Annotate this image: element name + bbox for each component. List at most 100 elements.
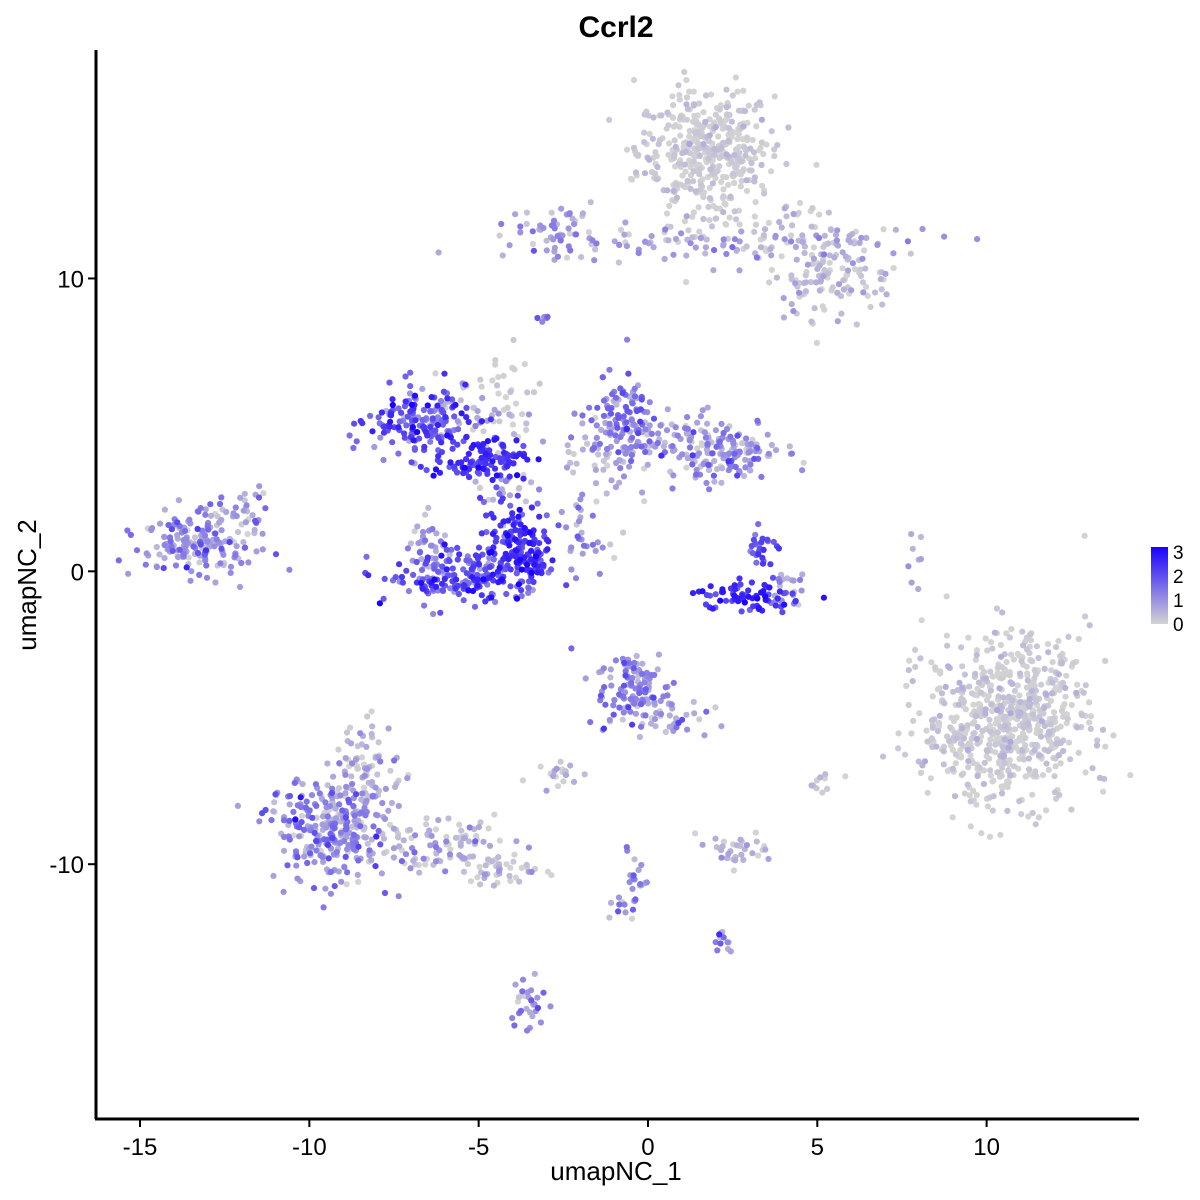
cell-point [761,581,768,589]
cell-point [726,450,733,457]
cell-point [410,571,417,579]
cell-point [1014,650,1021,658]
cell-point [571,410,578,417]
cell-point [702,250,709,257]
cell-point [1022,742,1029,749]
cell-point [596,440,604,447]
cell-point [240,539,247,546]
cell-point [811,305,818,312]
cell-point [606,430,613,437]
cell-point [776,588,784,595]
cell-point [723,221,730,228]
cell-point [549,557,556,564]
cell-point [167,538,174,545]
cell-point [987,728,994,735]
cell-point [712,939,719,946]
cell-point [506,542,513,549]
cell-point [354,765,361,772]
cell-point [1038,718,1046,725]
cell-point [771,146,778,153]
cell-point [601,684,608,691]
cell-point [474,469,481,476]
cell-point [646,399,653,406]
cell-point [768,252,775,259]
cell-point [861,247,868,254]
cell-point [959,684,966,691]
cell-point [297,804,305,811]
cell-point [704,420,711,427]
cell-point [672,424,679,431]
cell-point [582,675,589,682]
cell-point [929,693,936,700]
cell-point [731,236,739,243]
cell-point [1067,756,1074,763]
cell-point [1052,763,1059,770]
cell-point [648,720,655,727]
cell-point [432,370,439,377]
cell-point [751,213,758,220]
cell-point [1011,726,1019,733]
cell-point [711,457,718,465]
cell-point [186,516,193,523]
cell-point [1043,807,1050,814]
cell-point [386,379,393,386]
cell-point [518,587,525,594]
cell-point [1006,672,1014,679]
cell-point [665,237,672,244]
cell-point [509,1015,516,1022]
cell-point [330,773,337,780]
cell-point [717,597,724,604]
cell-point [706,486,713,493]
cell-point [595,451,602,458]
cell-point [1032,741,1039,749]
cell-point [705,467,713,474]
cell-point [453,576,460,583]
cell-point [749,850,756,857]
cell-point [851,266,859,273]
cell-point [997,653,1005,660]
cell-point [511,851,518,858]
cell-point [422,428,429,436]
cell-point [694,139,701,147]
cell-point [1055,671,1062,678]
cell-point [402,398,409,405]
cell-point [693,471,700,478]
cell-point [439,587,447,595]
cell-point [528,868,535,876]
cell-point [964,781,971,788]
cell-point [218,545,225,552]
cell-point [642,238,649,245]
cell-point [1049,716,1056,723]
cell-point [720,242,727,249]
cell-point [630,144,638,152]
cell-point [771,153,778,160]
cell-point [677,132,684,139]
cell-point [366,852,373,859]
cell-point [639,660,646,667]
cell-point [243,502,250,509]
cell-point [407,383,414,390]
cell-point [417,463,424,470]
cell-point [704,449,711,457]
cell-point [308,792,316,799]
cell-point [125,570,132,577]
cell-point [322,799,329,806]
cell-point [997,641,1005,649]
cell-point [350,802,357,810]
cell-point [415,540,422,547]
cell-point [788,232,795,239]
cell-point [218,516,225,524]
cell-point [648,430,655,437]
cell-point [529,240,537,248]
cell-point [369,428,376,435]
cell-point [928,735,936,742]
cell-point [337,792,344,799]
cell-point [458,827,465,834]
cell-point [952,751,960,758]
cell-point [452,401,459,408]
x-axis-ticks: -15 -10 -5 0 5 10 [123,1119,1000,1161]
cell-point [650,694,657,701]
cell-point [174,532,181,539]
cell-point [420,855,427,862]
